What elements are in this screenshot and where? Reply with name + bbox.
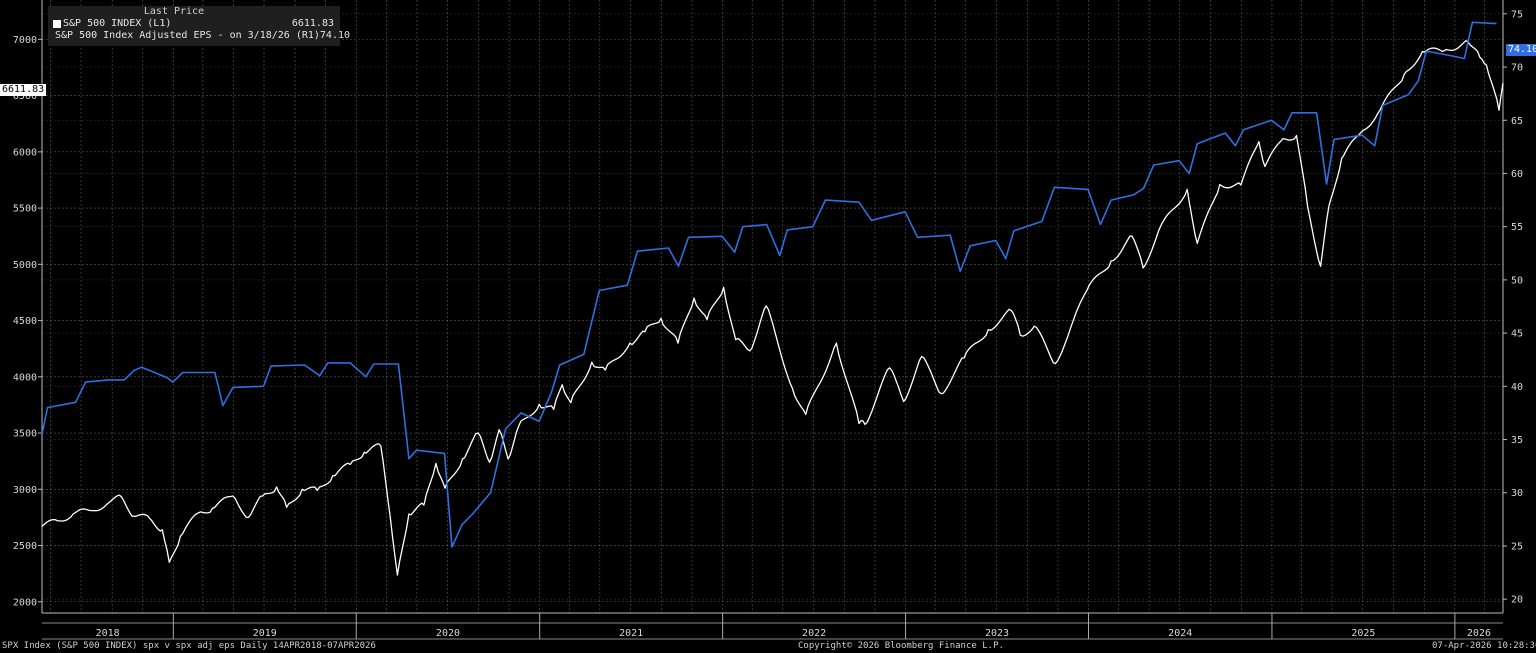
footer-copyright: Copyright© 2026 Bloomberg Finance L.P.: [798, 641, 1004, 651]
y-right-tick-label: 30: [1511, 488, 1523, 499]
x-tick-label: 2023: [985, 628, 1009, 639]
x-tick-label: 2024: [1168, 628, 1192, 639]
series-lines: [41, 21, 1504, 576]
legend-item-spx[interactable]: S&P 500 INDEX (L1) 6611.83: [48, 18, 340, 30]
y-left-tick-label: 7000: [13, 35, 37, 46]
y-right-tick-label: 55: [1511, 222, 1523, 233]
y-right-tick-label: 25: [1511, 541, 1523, 552]
legend: Last Price S&P 500 INDEX (L1) 6611.83 S&…: [48, 6, 350, 46]
y-right-tick-label: 50: [1511, 275, 1523, 286]
y-left-tick-label: 6500: [13, 91, 37, 102]
y-right-tick-label: 70: [1511, 63, 1523, 74]
legend-header: Last Price: [143, 6, 205, 17]
x-tick-label: 2018: [96, 628, 120, 639]
legend-item-label: S&P 500 Index Adjusted EPS - on 3/18/26 …: [55, 30, 320, 41]
last-price-tag-right: 74.10: [1506, 44, 1536, 56]
series-line-spx: [41, 40, 1504, 576]
axes: 2000 2500 3000 3500 4000 4500 5000 5500 6000 6500…: [13, 0, 1523, 640]
y-left-tick-label: 3500: [13, 429, 37, 440]
y-right-tick-label: 35: [1511, 435, 1523, 446]
legend-item-eps[interactable]: S&P 500 Index Adjusted EPS - on 3/18/26 …: [48, 30, 350, 42]
x-tick-label: 2026: [1467, 628, 1491, 639]
y-left-tick-label: 3000: [13, 485, 37, 496]
legend-swatch-white: [53, 20, 61, 28]
footer-timestamp: 07-Apr-2026 10:28:30: [1432, 641, 1536, 651]
y-left-tick-label: 5000: [13, 260, 37, 271]
y-right-tick-label: 60: [1511, 169, 1523, 180]
y-left-tick-label: 5500: [13, 204, 37, 215]
y-right-tick-label: 75: [1511, 9, 1523, 20]
y-left-tick-label: 4500: [13, 316, 37, 327]
grid-lines: [42, 0, 1503, 613]
footer-description: SPX Index (S&P 500 INDEX) spx v spx adj …: [2, 641, 376, 651]
legend-item-value: 74.10: [319, 30, 351, 41]
x-tick-label: 2025: [1351, 628, 1375, 639]
y-right-tick-label: 45: [1511, 329, 1523, 340]
last-price-tag-left: 6611.83: [0, 84, 47, 96]
series-line-eps: [41, 21, 1497, 548]
y-left-tick-label: 2000: [13, 597, 37, 608]
y-left-tick-label: 6000: [13, 147, 37, 158]
x-tick-label: 2019: [253, 628, 277, 639]
y-right-tick-label: 40: [1511, 382, 1523, 393]
y-left-tick-label: 2500: [13, 541, 37, 552]
legend-item-value: 6611.83: [291, 18, 334, 29]
y-right-tick-label: 65: [1511, 116, 1523, 127]
x-tick-label: 2020: [436, 628, 460, 639]
x-tick-label: 2021: [619, 628, 643, 639]
y-left-tick-label: 4000: [13, 372, 37, 383]
legend-item-label: S&P 500 INDEX (L1): [63, 18, 172, 29]
x-tick-label: 2022: [802, 628, 826, 639]
y-right-tick-label: 20: [1511, 595, 1523, 606]
